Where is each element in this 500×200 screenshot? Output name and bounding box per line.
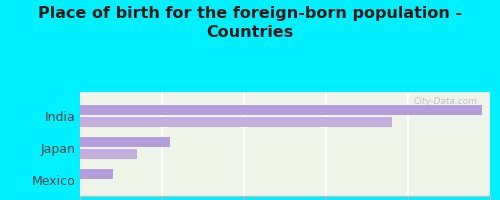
- Bar: [80, 117, 392, 127]
- Bar: [80, 169, 113, 179]
- Bar: [80, 149, 138, 159]
- Bar: [80, 105, 482, 115]
- Text: Place of birth for the foreign-born population -
Countries: Place of birth for the foreign-born popu…: [38, 6, 462, 40]
- Bar: [80, 137, 170, 147]
- Text: City-Data.com: City-Data.com: [414, 97, 478, 106]
